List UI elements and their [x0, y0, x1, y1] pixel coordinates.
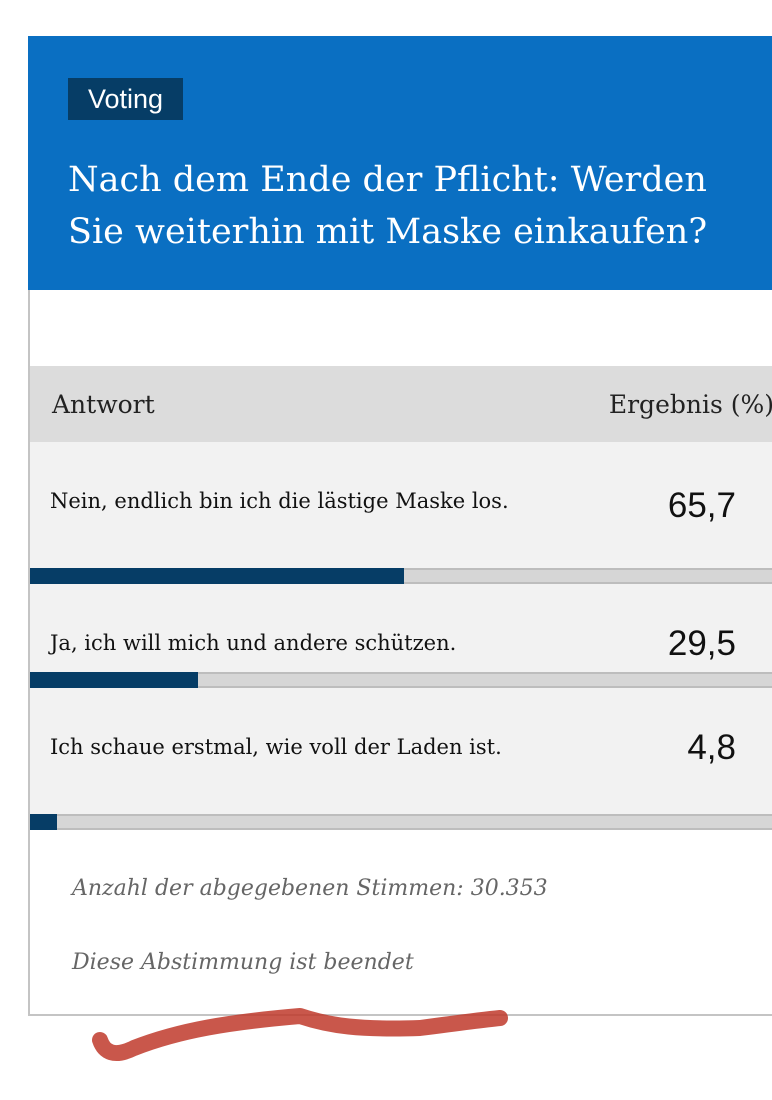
- result-bar: [30, 568, 772, 584]
- result-bar: [30, 672, 772, 688]
- poll-header: Voting Nach dem Ende der Pflicht: Werden…: [28, 36, 772, 290]
- answer-row: Ich schaue erstmal, wie voll der Laden i…: [30, 688, 772, 814]
- column-header-answer: Antwort: [52, 390, 155, 419]
- answer-text: Ich schaue erstmal, wie voll der Laden i…: [50, 735, 502, 759]
- answer-row: Ja, ich will mich und andere schützen. 2…: [30, 584, 772, 686]
- poll-card: Voting Nach dem Ende der Pflicht: Werden…: [28, 36, 772, 1016]
- poll-question: Nach dem Ende der Pflicht: Werden Sie we…: [68, 160, 708, 252]
- result-bar-fill: [30, 814, 58, 830]
- answer-percent: 29,5: [667, 624, 736, 663]
- result-bar-fill: [30, 672, 199, 688]
- vote-count: Anzahl der abgegebenen Stimmen: 30.353: [72, 876, 548, 901]
- result-bar-fill: [30, 568, 405, 584]
- poll-status: Diese Abstimmung ist beendet: [72, 950, 414, 975]
- result-bar: [30, 814, 772, 830]
- answer-percent: 65,7: [667, 486, 736, 525]
- answer-row: Nein, endlich bin ich die lästige Maske …: [30, 442, 772, 568]
- results-table-header: Antwort Ergebnis (%): [30, 366, 772, 442]
- annotation-stroke: [92, 1008, 508, 1062]
- answer-text: Nein, endlich bin ich die lästige Maske …: [50, 489, 509, 513]
- answer-percent: 4,8: [687, 728, 736, 767]
- column-header-result: Ergebnis (%): [608, 390, 772, 419]
- voting-badge: Voting: [68, 78, 184, 120]
- answer-text: Ja, ich will mich und andere schützen.: [50, 631, 457, 655]
